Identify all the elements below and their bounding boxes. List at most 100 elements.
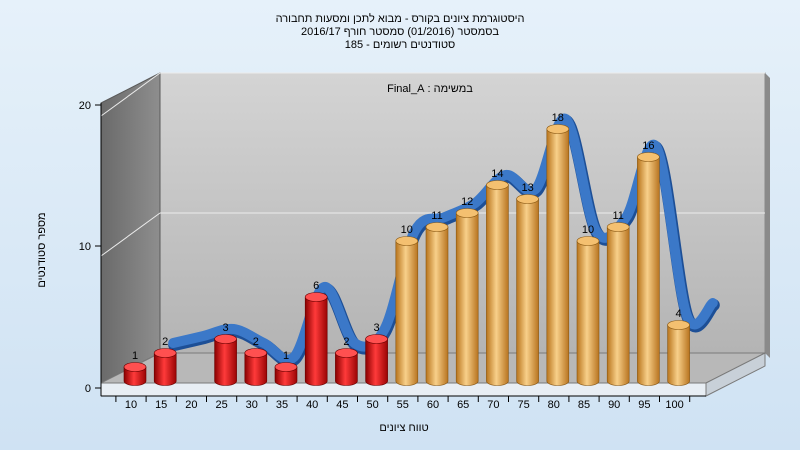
data-label: 13 — [521, 182, 533, 194]
bar-body — [546, 128, 570, 386]
chart-title-line-1: היסטוגרמת ציונים בקורס - מבוא לתכן ומסעו… — [276, 12, 525, 25]
bar-top — [425, 222, 449, 232]
bar — [153, 348, 177, 386]
x-tick-label: 70 — [487, 399, 499, 411]
bar-body — [365, 338, 388, 386]
x-tick-label: 100 — [665, 399, 683, 411]
bar-body — [425, 226, 449, 386]
x-tick-labels: 10 15 20 25 30 35 40 45 50 55 60 65 70 75 80 85 90 95 100 — [115, 396, 691, 411]
bar — [244, 348, 268, 386]
grid-line-side — [100, 72, 161, 117]
y-tick-label: 20 — [79, 100, 91, 112]
bar-body — [214, 338, 237, 386]
side-wall — [100, 72, 161, 384]
data-label: 2 — [343, 336, 349, 348]
data-label: 3 — [223, 322, 229, 334]
x-tick-label: 75 — [517, 399, 529, 411]
y-tick-labels: 0 10 20 — [79, 100, 101, 395]
bar-top — [335, 348, 358, 358]
bars — [123, 124, 690, 386]
bar — [304, 292, 328, 386]
bar — [637, 152, 660, 386]
data-label: 11 — [431, 210, 442, 222]
data-label: 1 — [132, 350, 138, 362]
chart-title-line-2: בסמסטר (01/2016) סמסטר חורף 2016/17 — [301, 26, 499, 38]
legend-label: במשימה : Final_A — [387, 83, 473, 95]
bar-body — [606, 226, 630, 386]
bar-body — [576, 240, 600, 386]
chart-title-line-3: סטודנטים רשומים - 185 — [345, 39, 456, 51]
bar-body — [274, 366, 298, 386]
bar — [516, 194, 539, 386]
bar-top — [455, 208, 479, 218]
bar-body — [667, 324, 690, 386]
bar-top — [516, 194, 539, 204]
bar-body — [123, 366, 147, 386]
bar-top — [214, 334, 237, 344]
bar-body — [335, 352, 358, 386]
y-axis-title: מספר סטודנטים — [36, 212, 48, 287]
grid-line-side — [100, 212, 161, 257]
x-tick-label: 40 — [306, 399, 318, 411]
x-tick-label: 85 — [578, 399, 590, 411]
y-tick-label: 10 — [79, 241, 91, 253]
data-label: 1 — [283, 350, 289, 362]
data-label: 12 — [461, 196, 473, 208]
bar-top — [486, 180, 509, 190]
bar — [455, 208, 479, 386]
data-label: 10 — [582, 224, 594, 236]
bar-body — [304, 296, 328, 386]
bar — [667, 320, 690, 386]
data-label: 2 — [162, 336, 168, 348]
bar — [395, 236, 419, 386]
bar-top — [395, 236, 419, 246]
bar-top — [546, 124, 570, 134]
bar — [425, 222, 449, 386]
x-tick-label: 35 — [276, 399, 288, 411]
bar — [123, 362, 147, 386]
bar-body — [637, 156, 660, 386]
bar-body — [486, 184, 509, 386]
bar-body — [516, 198, 539, 386]
bar-body — [395, 240, 419, 386]
bar — [274, 362, 298, 386]
x-tick-label: 55 — [397, 399, 409, 411]
bar-body — [455, 212, 479, 386]
x-tick-label: 80 — [548, 399, 560, 411]
data-label: 16 — [642, 140, 654, 152]
data-label: 4 — [676, 308, 682, 320]
x-tick-label: 30 — [246, 399, 258, 411]
data-label: 6 — [313, 280, 319, 292]
data-label: 14 — [491, 168, 503, 180]
x-tick-label: 25 — [215, 399, 227, 411]
data-label: 2 — [253, 336, 259, 348]
bar — [576, 236, 600, 386]
bar — [335, 348, 358, 386]
bar-top — [153, 348, 177, 358]
x-tick-label: 10 — [125, 399, 137, 411]
bar-top — [274, 362, 298, 372]
bar-top — [244, 348, 268, 358]
x-tick-label: 15 — [155, 399, 167, 411]
x-tick-label: 45 — [336, 399, 348, 411]
bar — [214, 334, 237, 386]
bar-top — [637, 152, 660, 162]
data-label: 18 — [552, 112, 564, 124]
bar — [365, 334, 388, 386]
floor-right-edge — [705, 352, 766, 397]
x-tick-label: 95 — [638, 399, 650, 411]
y-tick-label: 0 — [85, 383, 91, 395]
bar-top — [123, 362, 147, 372]
x-tick-label: 90 — [608, 399, 620, 411]
back-wall-shadow — [765, 73, 770, 358]
x-tick-label: 65 — [457, 399, 469, 411]
bar-top — [606, 222, 630, 232]
axes — [100, 103, 706, 397]
data-label: 3 — [374, 322, 380, 334]
bar-top — [304, 292, 328, 302]
bar — [486, 180, 509, 386]
bar-top — [365, 334, 388, 344]
data-label: 10 — [401, 224, 413, 236]
